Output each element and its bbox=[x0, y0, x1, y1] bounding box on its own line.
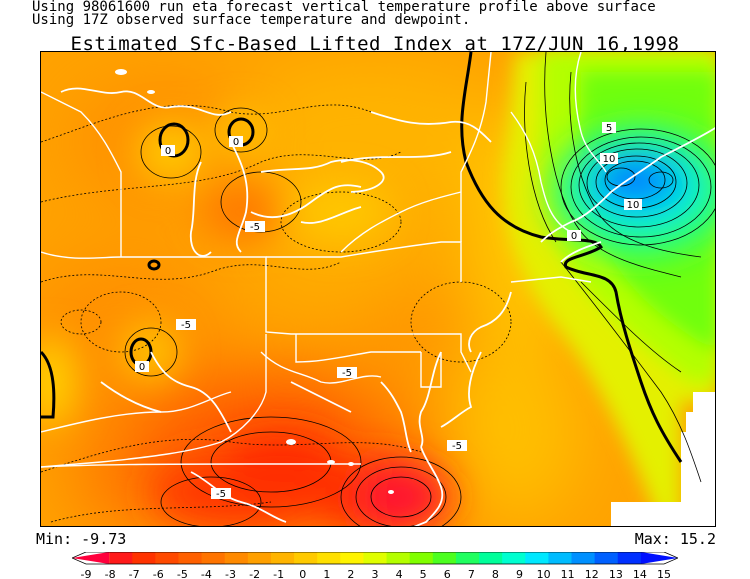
color-scale-tick-label: -9 bbox=[81, 568, 92, 579]
color-scale-tick-label: -2 bbox=[249, 568, 260, 579]
color-scale-cell bbox=[548, 552, 573, 564]
color-scale-cell bbox=[155, 552, 179, 564]
color-scale-tick-label: 1 bbox=[323, 568, 330, 579]
color-scale-cell bbox=[386, 552, 411, 564]
color-scale-tick-label: 5 bbox=[420, 568, 427, 579]
color-scale-tick-label: 12 bbox=[585, 568, 599, 579]
svg-text:10: 10 bbox=[627, 200, 640, 211]
color-scale-tick-label: 4 bbox=[396, 568, 403, 579]
contour-label: -5 bbox=[176, 319, 196, 331]
color-scale-tick-label: -5 bbox=[177, 568, 188, 579]
svg-text:0: 0 bbox=[139, 362, 145, 373]
color-scale-cell bbox=[247, 552, 272, 564]
color-scale-cell bbox=[479, 552, 503, 564]
contour-label: -5 bbox=[337, 367, 357, 379]
color-scale-cell bbox=[340, 552, 364, 564]
color-scale-tick-label: -3 bbox=[225, 568, 236, 579]
color-scale-cell bbox=[571, 552, 596, 564]
map-title: Estimated Sfc-Based Lifted Index at 17Z/… bbox=[70, 33, 680, 55]
color-scale-outline bbox=[72, 552, 678, 565]
color-scale-cell bbox=[640, 552, 678, 564]
color-scale-cell bbox=[594, 552, 619, 564]
color-scale-tick-label: 6 bbox=[444, 568, 451, 579]
svg-text:-5: -5 bbox=[181, 320, 191, 331]
contour-label: 0 bbox=[229, 136, 243, 148]
min-value: Min: -9.73 bbox=[36, 530, 127, 548]
color-scale-cell bbox=[224, 552, 249, 564]
color-scale-tick-label: 7 bbox=[468, 568, 475, 579]
svg-text:-5: -5 bbox=[216, 489, 226, 500]
color-scale-tick-label: -1 bbox=[273, 568, 284, 579]
color-scale-cell bbox=[502, 552, 526, 564]
contour-label: 0 bbox=[135, 361, 149, 373]
svg-text:0: 0 bbox=[571, 231, 577, 242]
max-value: Max: 15.2 bbox=[634, 530, 716, 548]
header-line-2: Using 17Z observed surface temperature a… bbox=[32, 12, 471, 28]
color-scale-cell bbox=[617, 552, 642, 564]
color-scale-cell bbox=[109, 552, 133, 564]
contour-label: -5 bbox=[447, 440, 467, 452]
color-scale-cell bbox=[294, 552, 318, 564]
color-scale-tick-label: -4 bbox=[201, 568, 212, 579]
svg-text:5: 5 bbox=[606, 123, 612, 134]
color-scale-tick-label: 9 bbox=[516, 568, 523, 579]
color-scale-tick-label: -7 bbox=[129, 568, 140, 579]
color-scale-cell bbox=[270, 552, 295, 564]
svg-text:-5: -5 bbox=[452, 441, 462, 452]
color-scale-cell bbox=[363, 552, 388, 564]
color-scale-cell bbox=[132, 552, 156, 564]
svg-text:-5: -5 bbox=[342, 368, 352, 379]
color-scale-tick-label: 14 bbox=[633, 568, 647, 579]
color-scale-cell bbox=[178, 552, 203, 564]
svg-text:10: 10 bbox=[603, 154, 616, 165]
contour-label: 10 bbox=[600, 153, 618, 165]
color-scale-cell bbox=[525, 552, 549, 564]
contour-label: -5 bbox=[211, 488, 231, 500]
color-scale-cell bbox=[201, 552, 226, 564]
contour-label: 0 bbox=[161, 145, 175, 157]
color-scale-tick-label: -8 bbox=[105, 568, 116, 579]
contour-label: -5 bbox=[245, 221, 265, 233]
contour-label: 10 bbox=[624, 199, 642, 211]
color-scale-tick-label: 15 bbox=[657, 568, 671, 579]
color-scale-tick-label: 3 bbox=[372, 568, 379, 579]
svg-text:-5: -5 bbox=[250, 222, 260, 233]
color-scale-cell bbox=[409, 552, 434, 564]
header-line-1: Using 98061600 run eta forecast vertical… bbox=[32, 0, 656, 15]
contour-label: 5 bbox=[602, 122, 616, 134]
color-scale-tick-label: 8 bbox=[492, 568, 499, 579]
color-scale-tick-label: 0 bbox=[299, 568, 306, 579]
color-scale-cell bbox=[317, 552, 341, 564]
svg-text:0: 0 bbox=[165, 146, 171, 157]
contour-label: 0 bbox=[567, 230, 581, 242]
color-scale-tick-label: 10 bbox=[537, 568, 551, 579]
color-scale-bar: -9 -8 -7 -6 -5 -4 -3 -2 -1 0 1 2 3 4 5 6 7 8 9 10 11 12 13 14 15 bbox=[72, 552, 678, 579]
color-scale-tick-label: 2 bbox=[347, 568, 354, 579]
color-scale-tick-label: -6 bbox=[153, 568, 164, 579]
color-scale-cell bbox=[432, 552, 457, 564]
color-scale-tick-label: 11 bbox=[561, 568, 575, 579]
lifted-index-map: 0 0 -5 -5 0 -5 bbox=[40, 51, 716, 527]
color-scale-cell bbox=[72, 552, 110, 564]
color-scale-cell bbox=[455, 552, 480, 564]
color-scale-tick-label: 13 bbox=[609, 568, 623, 579]
svg-text:0: 0 bbox=[233, 137, 239, 148]
